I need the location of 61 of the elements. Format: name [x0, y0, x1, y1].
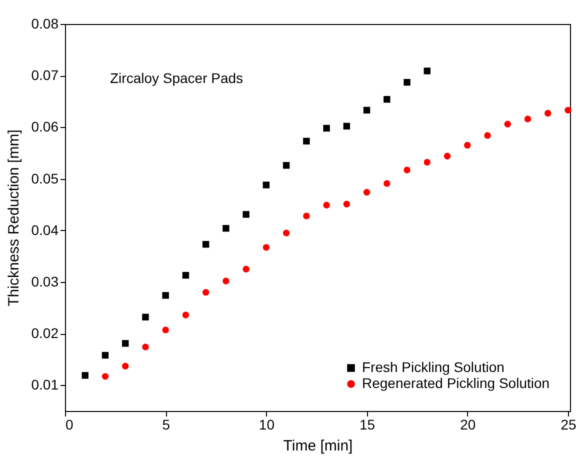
y-tick-label: 0.01 — [31, 376, 59, 393]
point — [242, 266, 250, 272]
point — [102, 352, 109, 359]
legend-label: Fresh Pickling Solution — [362, 359, 504, 375]
point — [122, 340, 129, 347]
point — [404, 78, 410, 86]
y-tick-label: 0.04 — [31, 222, 59, 238]
point — [303, 212, 310, 220]
y-tick-label: 0.03 — [31, 274, 59, 290]
point — [343, 122, 350, 130]
point — [222, 278, 230, 284]
point — [384, 96, 390, 103]
point — [262, 244, 270, 251]
point — [262, 182, 270, 188]
x-tick-label: 20 — [460, 416, 476, 432]
point — [242, 211, 250, 218]
point — [182, 312, 190, 318]
point — [384, 180, 390, 187]
point — [303, 138, 310, 144]
point — [544, 110, 552, 117]
point — [504, 120, 511, 128]
x-tick-label: 0 — [66, 416, 74, 432]
point — [363, 106, 370, 114]
point — [404, 166, 410, 174]
y-tick-label: 0.06 — [31, 118, 59, 135]
point — [524, 116, 532, 122]
point — [323, 202, 330, 208]
x-tick-label: 5 — [162, 416, 170, 432]
point — [464, 142, 471, 149]
point — [343, 200, 350, 208]
point — [323, 124, 330, 132]
point — [363, 188, 370, 196]
legend-label: Regenerated Pickling Solution — [362, 375, 550, 391]
point — [564, 106, 572, 114]
point — [202, 288, 210, 296]
point — [142, 344, 149, 350]
x-axis-title: Time [min] — [283, 438, 353, 454]
point — [182, 272, 190, 279]
point — [424, 158, 431, 166]
x-tick-label: 25 — [560, 416, 576, 432]
x-tick-label: 15 — [360, 416, 376, 432]
y-axis-title: Thickness Reduction [mm] — [5, 130, 22, 306]
point — [102, 373, 109, 380]
y-tick-label: 0.05 — [31, 170, 59, 186]
y-tick-label: 0.07 — [31, 67, 59, 84]
point — [282, 162, 290, 169]
point — [162, 292, 169, 299]
point — [142, 314, 149, 320]
y-tick-label: 0.02 — [31, 325, 59, 342]
point — [282, 230, 290, 236]
x-tick-label: 10 — [258, 416, 275, 432]
point — [444, 152, 451, 160]
point — [122, 362, 129, 370]
point — [202, 240, 210, 248]
point — [484, 132, 491, 139]
point — [82, 372, 88, 379]
y-tick-label: 0.08 — [31, 16, 59, 32]
point — [162, 326, 169, 334]
annotation: Zircaloy Spacer Pads — [110, 70, 244, 86]
point — [424, 68, 431, 74]
point — [222, 224, 230, 232]
